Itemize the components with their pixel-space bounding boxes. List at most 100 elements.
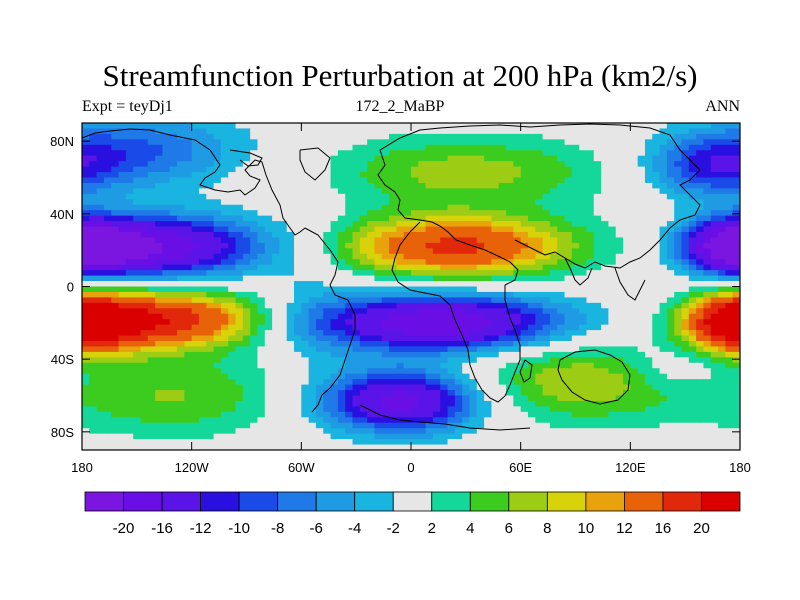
field-cell: [681, 379, 690, 386]
field-cell: [710, 379, 719, 386]
field-cell: [549, 221, 558, 228]
field-cell: [389, 384, 397, 391]
field-cell: [652, 341, 661, 348]
field-cell: [564, 177, 573, 184]
field-cell: [264, 373, 273, 380]
field-cell: [198, 248, 207, 255]
field-cell: [250, 357, 259, 364]
field-cell: [630, 248, 639, 255]
field-cell: [228, 264, 237, 271]
field-cell: [315, 237, 324, 244]
field-cell: [674, 281, 683, 288]
field-cell: [184, 242, 193, 249]
field-cell: [454, 177, 463, 184]
field-cell: [301, 330, 310, 337]
field-cell: [440, 319, 449, 326]
field-cell: [118, 351, 127, 358]
field-cell: [725, 351, 734, 358]
field-cell: [359, 330, 368, 337]
field-cell: [615, 139, 624, 146]
field-cell: [462, 324, 471, 331]
field-cell: [220, 341, 229, 348]
field-cell: [250, 215, 259, 222]
field-cell: [213, 417, 222, 424]
field-cell: [703, 188, 712, 195]
field-cell: [352, 291, 361, 298]
field-cell: [411, 362, 419, 369]
field-cell: [571, 193, 580, 200]
field-cell: [535, 188, 544, 195]
field-cell: [191, 139, 200, 146]
field-cell: [527, 237, 536, 244]
field-cell: [527, 411, 536, 418]
field-cell: [250, 204, 259, 211]
field-cell: [411, 286, 419, 293]
field-cell: [403, 302, 412, 309]
field-cell: [527, 182, 536, 189]
field-cell: [111, 330, 120, 337]
field-cell: [264, 150, 273, 157]
field-cell: [286, 166, 295, 173]
field-cell: [315, 362, 324, 369]
field-cell: [491, 390, 500, 397]
field-cell: [498, 133, 507, 140]
field-cell: [484, 270, 493, 277]
field-cell: [710, 341, 719, 348]
field-cell: [637, 133, 646, 140]
field-cell: [337, 172, 346, 179]
field-cell: [484, 302, 493, 309]
field-cell: [315, 373, 324, 380]
field-cell: [462, 264, 471, 271]
field-cell: [542, 232, 551, 239]
field-cell: [593, 357, 602, 364]
field-cell: [557, 210, 566, 217]
field-cell: [630, 210, 639, 217]
field-cell: [462, 406, 471, 413]
field-cell: [96, 330, 105, 337]
field-cell: [133, 128, 142, 135]
field-cell: [191, 253, 200, 260]
field-cell: [411, 248, 419, 255]
field-cell: [586, 373, 595, 380]
field-cell: [703, 379, 712, 386]
field-cell: [381, 232, 390, 239]
field-cell: [272, 188, 280, 195]
field-cell: [608, 400, 617, 407]
field-cell: [527, 275, 536, 282]
contour-field: [82, 123, 740, 450]
field-cell: [652, 123, 661, 130]
field-cell: [491, 182, 500, 189]
field-cell: [155, 215, 164, 222]
field-cell: [696, 281, 705, 288]
field-cell: [484, 150, 493, 157]
field-cell: [623, 400, 631, 407]
field-cell: [213, 221, 222, 228]
field-cell: [549, 291, 558, 298]
field-cell: [133, 341, 142, 348]
field-cell: [732, 128, 740, 135]
field-cell: [557, 275, 566, 282]
field-cell: [432, 368, 441, 375]
field-cell: [396, 199, 405, 206]
field-cell: [330, 221, 339, 228]
field-cell: [491, 123, 500, 130]
field-cell: [681, 232, 690, 239]
field-cell: [96, 161, 105, 168]
field-cell: [374, 297, 383, 304]
field-cell: [345, 166, 354, 173]
field-cell: [323, 357, 332, 364]
field-cell: [264, 166, 273, 173]
field-cell: [359, 390, 368, 397]
field-cell: [206, 302, 215, 309]
field-cell: [644, 242, 653, 249]
field-cell: [688, 291, 697, 298]
field-cell: [184, 182, 193, 189]
field-cell: [294, 357, 302, 364]
field-cell: [527, 133, 536, 140]
field-cell: [703, 242, 712, 249]
field-cell: [133, 150, 142, 157]
field-cell: [696, 123, 705, 130]
field-cell: [147, 182, 156, 189]
field-cell: [688, 270, 697, 277]
field-cell: [177, 199, 185, 206]
